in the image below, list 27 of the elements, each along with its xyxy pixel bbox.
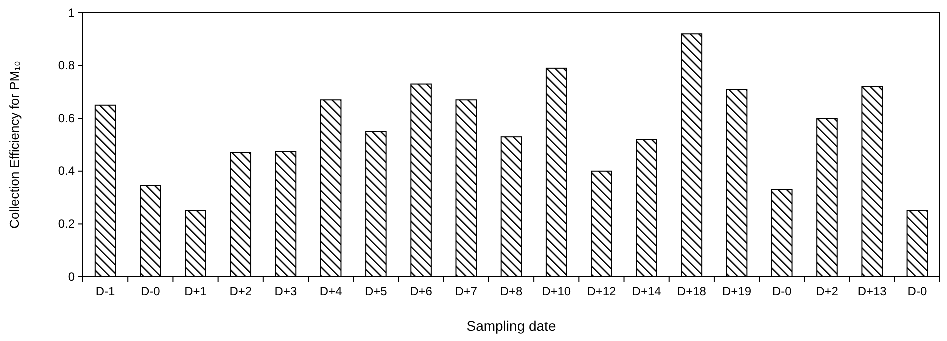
y-tick-label: 0.2 <box>58 217 76 232</box>
x-tick-label: D+8 <box>500 284 523 299</box>
y-tick-label: 0.8 <box>58 58 76 73</box>
x-tick-label: D+5 <box>365 284 388 299</box>
x-tick-label: D-0 <box>140 284 161 299</box>
y-tick-label: 0 <box>68 270 76 284</box>
x-tick-label: D+2 <box>816 284 839 299</box>
y-tick-label: 0.6 <box>58 111 76 126</box>
x-tick-label: D+1 <box>184 284 208 299</box>
x-tick-label: D-0 <box>908 284 928 299</box>
x-tick-label: D+13 <box>858 284 888 299</box>
x-tick-label: D+3 <box>274 284 298 299</box>
x-tick-label: D+4 <box>320 284 343 299</box>
x-tick-label: D+2 <box>230 284 252 299</box>
y-tick-label: 0.4 <box>58 164 76 178</box>
x-tick-label: D+18 <box>677 284 707 299</box>
x-tick-label: D+19 <box>722 284 752 299</box>
x-tick-label: D-1 <box>96 284 116 299</box>
x-tick-label: D+6 <box>410 284 433 299</box>
y-axis-title: Collection Efficiency for PM₁₀ <box>7 61 22 229</box>
x-tick-label: D+12 <box>587 284 617 299</box>
x-tick-label: D-0 <box>772 284 792 299</box>
x-axis-title: Sampling date <box>466 318 556 334</box>
x-tick-label: D+7 <box>455 284 478 299</box>
x-tick-label: D+14 <box>632 284 662 299</box>
x-tick-label: D+10 <box>542 284 572 299</box>
y-tick-label: 1 <box>68 6 76 20</box>
